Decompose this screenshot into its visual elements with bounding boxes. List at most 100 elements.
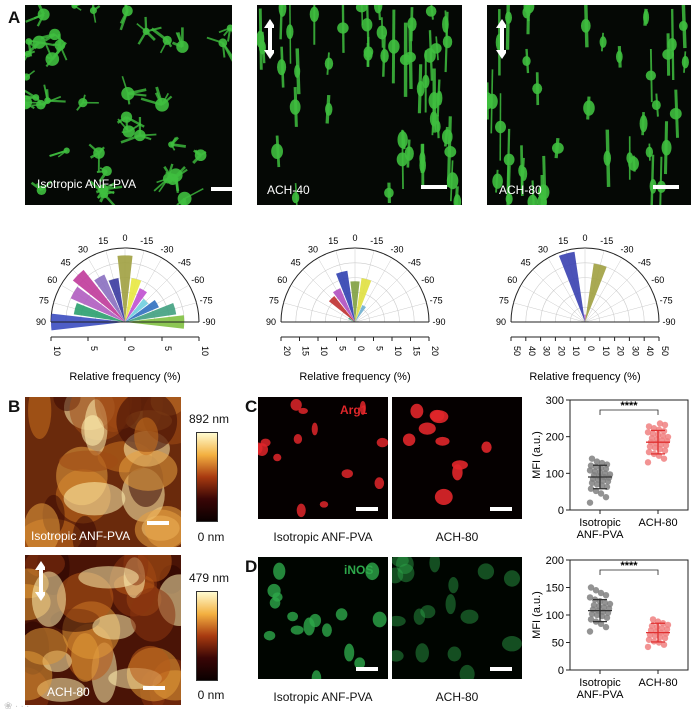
grid-spoke	[354, 302, 427, 323]
cell	[532, 72, 543, 106]
cell	[628, 155, 639, 172]
data-point	[587, 485, 595, 492]
data-point	[603, 614, 611, 621]
x-tick-label: ACH-80	[638, 677, 677, 689]
data-point	[644, 459, 652, 466]
cell	[218, 24, 232, 42]
angle-label: 15	[558, 236, 568, 246]
y-axis-label: MFI (a.u.)	[531, 591, 543, 639]
data-point	[645, 636, 653, 643]
cell	[501, 635, 522, 652]
cell	[294, 48, 301, 95]
double-arrow-icon	[35, 561, 45, 601]
cell	[273, 453, 282, 462]
x-tick-label: 5	[338, 346, 348, 351]
y-axis-label: MFI (a.u.)	[531, 431, 543, 479]
cell	[117, 118, 142, 138]
cell	[41, 84, 66, 108]
y-tick-label: 50	[552, 638, 564, 650]
grid-spoke	[584, 257, 623, 323]
data-point	[602, 623, 610, 631]
cell	[258, 442, 263, 454]
cell	[171, 27, 189, 53]
polar-bar	[585, 263, 607, 322]
marker-label: iNOS	[344, 563, 374, 577]
cell	[321, 623, 332, 637]
image-caption: ACH-80	[435, 690, 479, 704]
afm-image-ach80: ACH-80	[25, 555, 181, 705]
angle-label: -60	[651, 275, 664, 285]
angle-label: 75	[39, 295, 49, 305]
cell	[425, 5, 437, 20]
polar-bar	[350, 281, 360, 322]
arg1-image-ach80	[392, 397, 522, 519]
cell	[272, 592, 283, 602]
angle-label: -90	[432, 317, 445, 327]
x-tick-label: 40	[645, 346, 655, 356]
cell	[311, 422, 318, 436]
x-tick-label: 10	[393, 346, 403, 356]
afm-feature	[58, 450, 119, 472]
cell	[309, 5, 319, 45]
cell	[344, 643, 355, 662]
x-tick-label: 50	[512, 346, 522, 356]
cell	[402, 433, 416, 446]
data-point	[591, 468, 599, 475]
angle-label: -45	[638, 258, 651, 268]
angle-label: 45	[291, 258, 301, 268]
scale-bar	[421, 185, 447, 189]
micrograph-isotropic: Isotropic ANF-PVA	[25, 5, 232, 205]
cell	[290, 398, 302, 411]
plot-frame	[569, 399, 689, 511]
cell	[447, 646, 462, 662]
cell	[25, 5, 50, 27]
cell	[446, 160, 459, 202]
cell	[645, 48, 657, 103]
x-tick-label: 0	[586, 346, 596, 351]
data-point	[586, 467, 594, 474]
angle-label: -75	[430, 295, 443, 305]
micrograph-caption: ACH-40	[267, 183, 310, 197]
cell	[436, 79, 443, 117]
panel-letter-b: B	[8, 397, 21, 416]
x-tick-label: 20	[616, 346, 626, 356]
x-tick-label: 10	[601, 346, 611, 356]
scale-bar	[653, 185, 679, 189]
cell	[505, 5, 512, 50]
double-arrow-icon	[496, 19, 506, 59]
cell	[309, 613, 322, 628]
scale-bar	[147, 521, 169, 525]
angle-label: 45	[61, 258, 71, 268]
scale-bar	[490, 667, 512, 671]
data-point	[660, 455, 668, 462]
angle-label: 30	[538, 244, 548, 254]
colorbar-max: 479 nm	[188, 571, 230, 585]
cell	[88, 143, 105, 172]
cell	[260, 438, 271, 447]
cell	[325, 94, 333, 124]
angle-label: 30	[78, 244, 88, 254]
polar-bar	[558, 251, 585, 322]
data-point	[645, 448, 653, 456]
data-point	[660, 641, 668, 648]
cell	[140, 86, 173, 112]
cell	[420, 605, 436, 619]
angle-label: 75	[499, 295, 509, 305]
cell	[376, 17, 388, 48]
cell	[176, 188, 204, 205]
grid-spoke	[584, 269, 638, 323]
data-point	[658, 625, 666, 632]
cell	[25, 38, 37, 57]
data-point	[656, 420, 664, 427]
angle-label: 75	[269, 295, 279, 305]
cell	[392, 615, 406, 627]
polar-bar	[72, 269, 125, 322]
afm-feature	[118, 449, 178, 491]
inos-image-ach80	[392, 557, 522, 679]
cell	[71, 5, 82, 11]
x-tick-label: 50	[660, 346, 670, 356]
cell	[527, 180, 538, 205]
mfi-chart-arg1: 0 100 200 300 MFI (a.u.) Isotropic ANF-PVA ACH-…	[531, 395, 689, 541]
inos-image-isotropic: iNOS	[258, 557, 388, 679]
cell	[477, 563, 495, 580]
